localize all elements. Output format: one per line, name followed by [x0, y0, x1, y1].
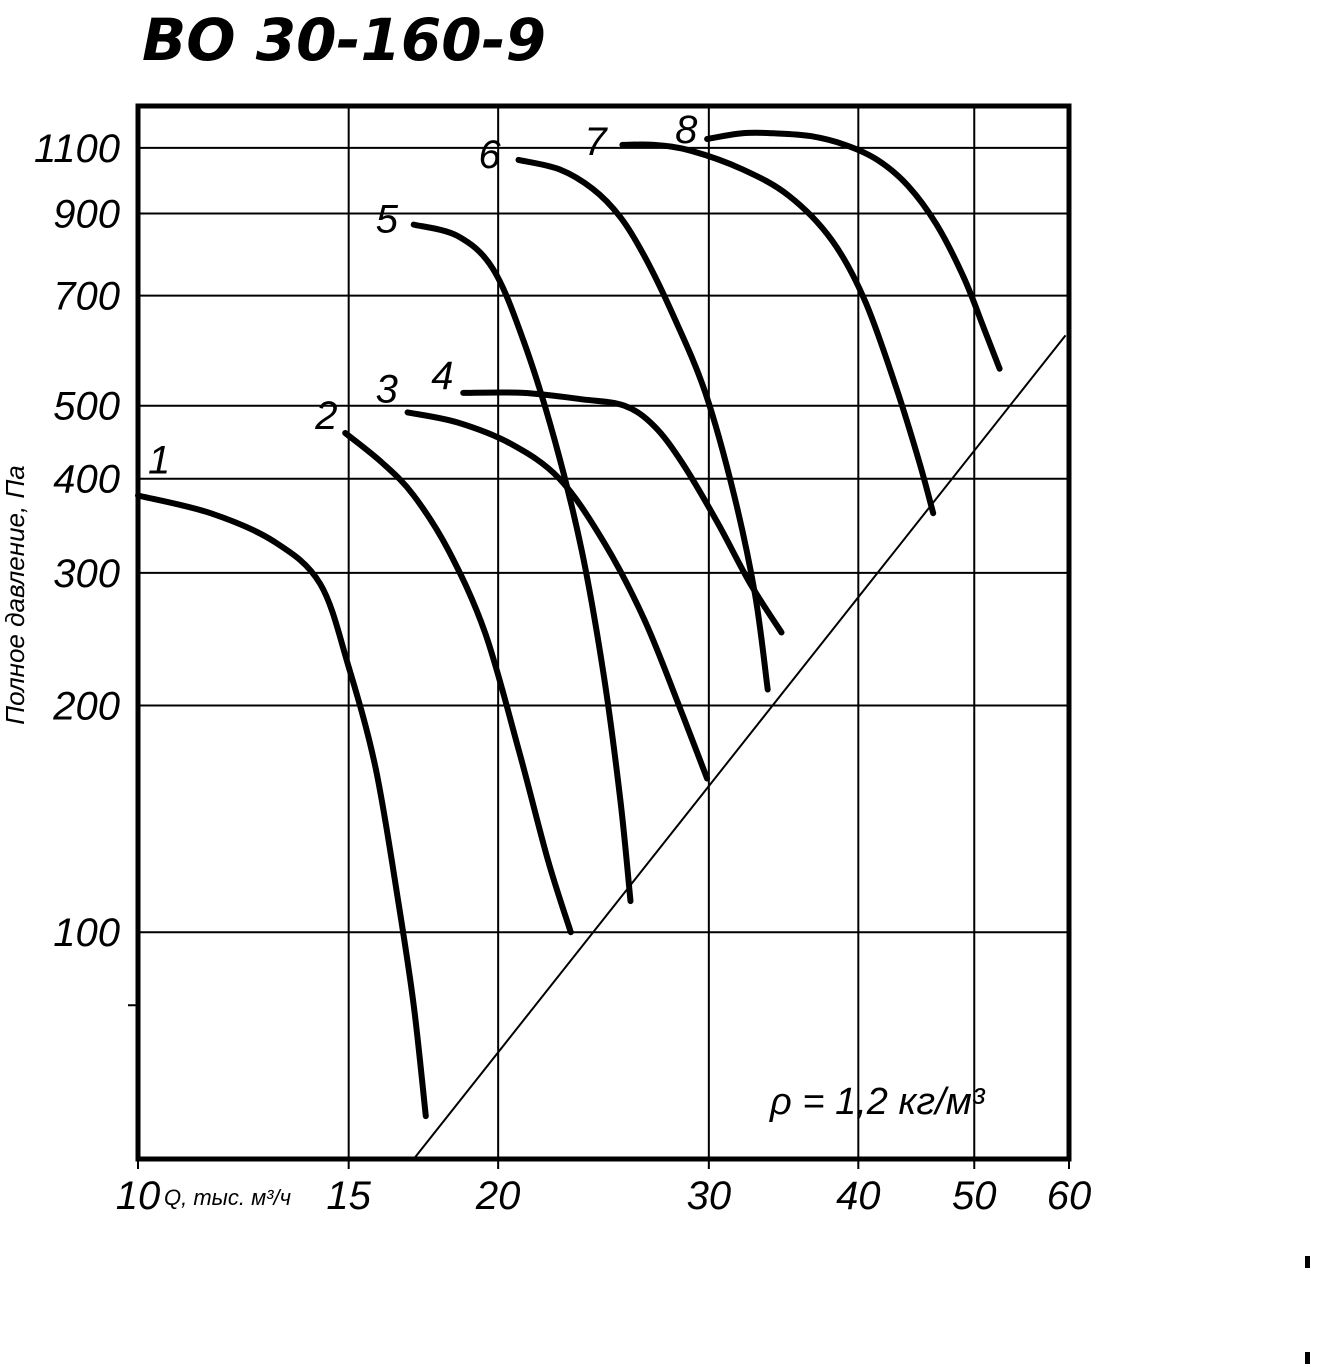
- pressure-curves: [135, 129, 1003, 1120]
- density-annotation: ρ = 1,2 кг/м³: [769, 1081, 986, 1123]
- grid-lines: [128, 106, 1070, 1169]
- y-tick-label: 100: [53, 911, 120, 955]
- curve-6: [515, 156, 771, 693]
- y-tick-label: 300: [53, 552, 120, 596]
- curve-label-8: 8: [675, 108, 698, 152]
- curve-4: [460, 389, 785, 636]
- x-tick-label: 10: [116, 1174, 161, 1218]
- operating-limit-line: [412, 334, 1067, 1160]
- curve-label-7: 7: [584, 120, 608, 164]
- x-tick-label: 40: [836, 1174, 881, 1218]
- curve-8: [704, 129, 1003, 372]
- curve-label-5: 5: [376, 198, 399, 242]
- y-tick-label: 200: [52, 684, 120, 728]
- curve-7: [619, 141, 937, 517]
- x-tick-label: 15: [326, 1174, 371, 1218]
- x-axis-label: Q, тыс. м³/ч: [164, 1185, 291, 1210]
- x-tick-label: 30: [687, 1174, 732, 1218]
- plot-frame: [135, 103, 1072, 1162]
- y-tick-label: 400: [53, 458, 120, 502]
- chart-title: ВО 30-160-9: [142, 6, 546, 74]
- x-tick-label: 20: [475, 1174, 521, 1218]
- curve-labels: 1 23 4 5 6 7 8: [148, 108, 698, 483]
- y-tick-label: 700: [53, 275, 120, 319]
- edge-mark: [1305, 1352, 1310, 1364]
- curve-1: [135, 492, 429, 1120]
- y-tick-label: 1100: [34, 127, 120, 171]
- curve-2: [342, 430, 574, 936]
- y-axis-label: Полное давление, Па: [0, 465, 30, 724]
- curve-label-6: 6: [479, 133, 502, 177]
- curve-5: [410, 221, 634, 905]
- curve-3: [404, 409, 711, 782]
- y-tick-label: 900: [53, 192, 120, 236]
- y-tick-label: 500: [53, 385, 120, 429]
- x-tick-label: 60: [1047, 1174, 1092, 1218]
- curve-label-3: 3: [376, 367, 398, 411]
- curve-label-4: 4: [431, 354, 453, 398]
- curve-label-1: 1: [148, 439, 170, 483]
- x-tick-label: 50: [952, 1174, 997, 1218]
- edge-mark: [1305, 1256, 1310, 1268]
- curve-label-2: 2: [314, 394, 337, 438]
- limit-line: [412, 334, 1067, 1160]
